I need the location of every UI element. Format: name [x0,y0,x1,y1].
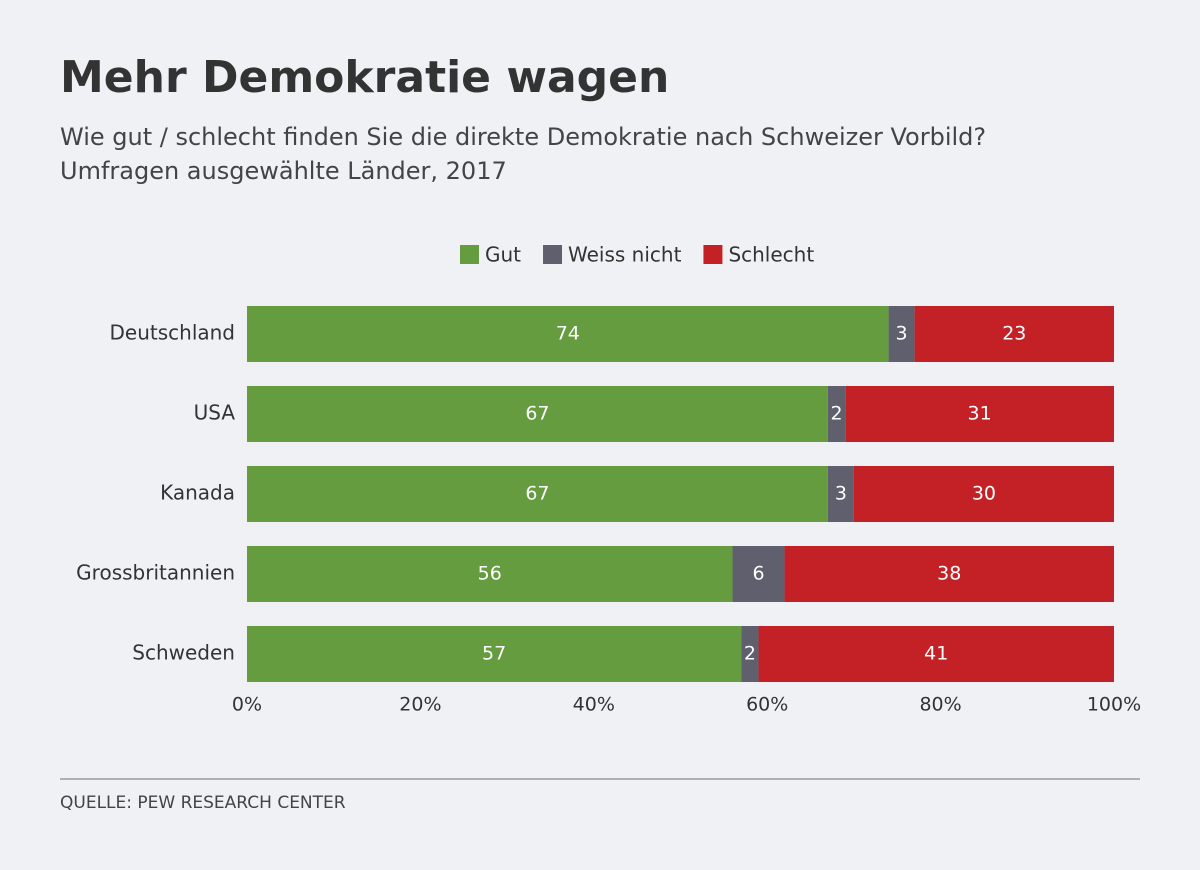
y-tick-label: Grossbritannien [76,561,235,585]
data-label: 2 [831,403,843,425]
bar-segment [247,546,733,602]
bar-segment [827,466,854,522]
legend-label: Schlecht [728,243,814,267]
chart-title: Mehr Demokratie wagen [60,52,669,103]
data-label: 6 [752,563,764,585]
bar-segment [758,626,1114,682]
data-label: 3 [835,483,847,505]
bar-segment [888,306,915,362]
data-label: 67 [525,483,549,505]
x-tick-label: 100% [1087,694,1141,716]
bar-segment [247,626,742,682]
source: QUELLE: PEW RESEARCH CENTER [60,793,346,813]
y-tick-label: Schweden [132,641,235,665]
bar-segment [732,546,785,602]
bar-segment [247,466,828,522]
data-label: 56 [478,563,502,585]
bar-segment [853,466,1114,522]
y-tick-label: USA [194,401,236,425]
legend-label: Weiss nicht [568,243,682,267]
y-tick-label: Kanada [160,481,235,505]
data-label: 23 [1002,323,1026,345]
x-tick-label: 20% [399,694,441,716]
bar-segment [741,626,759,682]
bar-segment [247,306,889,362]
bar-segment [914,306,1114,362]
legend-label: Gut [485,243,521,267]
x-tick-label: 60% [746,694,788,716]
y-tick-label: Deutschland [110,321,236,345]
bar-segment [247,386,828,442]
x-tick-label: 80% [919,694,961,716]
data-label: 2 [744,643,756,665]
data-label: 31 [968,403,992,425]
bar-segment [827,386,846,442]
x-tick-label: 40% [573,694,615,716]
data-label: 74 [556,323,580,345]
chart-subtitle: Umfragen ausgewählte Länder, 2017 [60,157,507,185]
bar-segment [845,386,1114,442]
data-label: 67 [525,403,549,425]
data-label: 41 [924,643,948,665]
chart-subtitle: Wie gut / schlecht finden Sie die direkt… [60,123,986,151]
data-label: 57 [482,643,506,665]
legend-swatch [703,245,723,264]
legend-swatch [543,245,563,264]
bar-segment [784,546,1114,602]
legend-swatch [460,245,479,264]
x-tick-label: 0% [232,694,262,716]
data-label: 38 [937,563,961,585]
data-label: 30 [972,483,996,505]
data-label: 3 [896,323,908,345]
